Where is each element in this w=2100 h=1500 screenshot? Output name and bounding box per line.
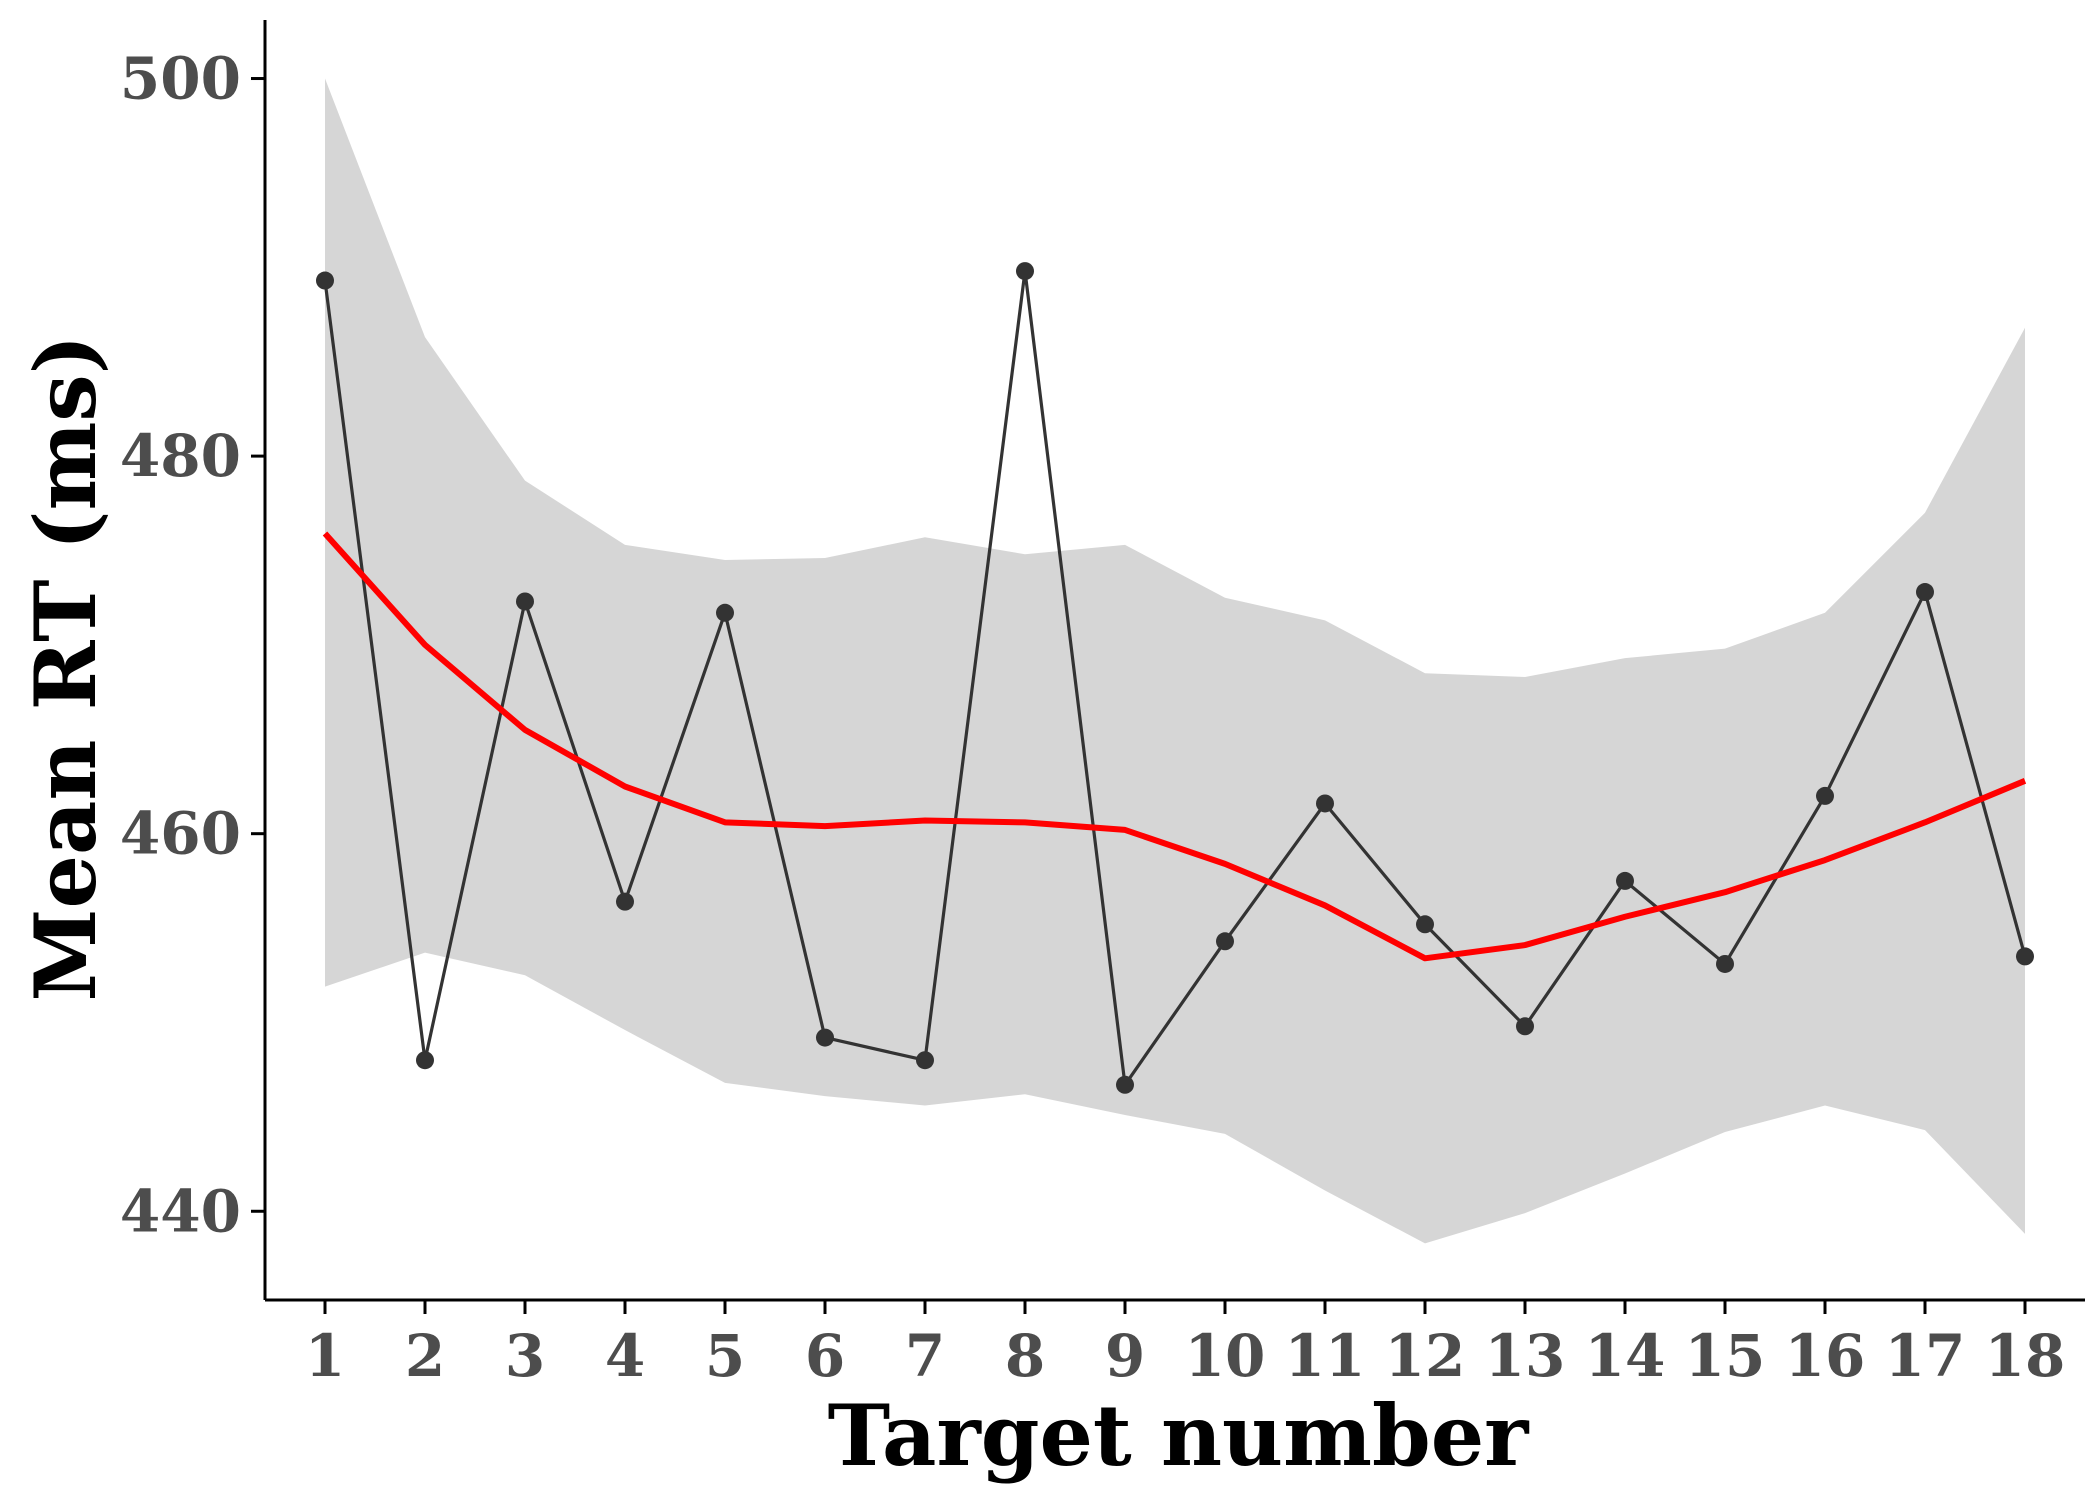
- data-point-11: [1316, 794, 1334, 813]
- x-axis-title: Target number: [828, 1386, 1531, 1485]
- data-series-layer: [323, 269, 2027, 1087]
- y-tick-label-460: 460: [120, 800, 241, 868]
- x-tick-label-13: 13: [1485, 1322, 1566, 1390]
- data-point-2: [416, 1051, 434, 1070]
- x-tick-label-17: 17: [1885, 1322, 1966, 1390]
- y-axis-title: Mean RT (ms): [16, 335, 115, 1002]
- x-tick-label-10: 10: [1185, 1322, 1266, 1390]
- x-tick-label-15: 15: [1685, 1322, 1766, 1390]
- x-tick-label-12: 12: [1385, 1322, 1466, 1390]
- data-point-7: [916, 1051, 934, 1070]
- x-tick-label-5: 5: [705, 1322, 745, 1390]
- data-point-13: [1516, 1017, 1534, 1036]
- y-tick-label-480: 480: [120, 422, 241, 490]
- data-point-9: [1116, 1075, 1134, 1094]
- fit-line: [322, 531, 2027, 962]
- data-point-6: [816, 1028, 834, 1047]
- x-tick-label-3: 3: [505, 1322, 545, 1390]
- data-point-1: [316, 271, 334, 290]
- data-points: [316, 262, 2034, 1094]
- y-tick-label-500: 500: [120, 45, 241, 113]
- data-point-16: [1816, 786, 1834, 805]
- x-tick-label-7: 7: [905, 1322, 945, 1390]
- x-tick-label-14: 14: [1585, 1322, 1666, 1390]
- confidence-band: [325, 78, 2025, 1244]
- data-point-5: [716, 603, 734, 622]
- data-point-12: [1416, 915, 1434, 934]
- data-point-15: [1716, 954, 1734, 973]
- confidence-band-layer: [325, 78, 2025, 1244]
- x-tick-label-8: 8: [1005, 1322, 1045, 1390]
- x-tick-label-9: 9: [1105, 1322, 1145, 1390]
- data-point-10: [1216, 932, 1234, 951]
- x-tick-label-4: 4: [605, 1322, 645, 1390]
- data-point-3: [516, 592, 534, 611]
- axes-layer: [263, 20, 2085, 1302]
- fit-line-layer: [322, 531, 2027, 962]
- x-tick-label-18: 18: [1985, 1322, 2066, 1390]
- y-tick-label-440: 440: [120, 1177, 241, 1245]
- data-point-4: [616, 892, 634, 911]
- x-tick-label-6: 6: [805, 1322, 845, 1390]
- x-tick-label-11: 11: [1285, 1322, 1366, 1390]
- data-point-14: [1616, 871, 1634, 890]
- series-line: [323, 269, 2027, 1087]
- x-tick-label-1: 1: [305, 1322, 345, 1390]
- data-point-17: [1916, 583, 1934, 602]
- x-tick-label-16: 16: [1785, 1322, 1866, 1390]
- x-tick-label-2: 2: [405, 1322, 445, 1390]
- data-point-8: [1016, 262, 1034, 281]
- data-point-18: [2016, 947, 2034, 966]
